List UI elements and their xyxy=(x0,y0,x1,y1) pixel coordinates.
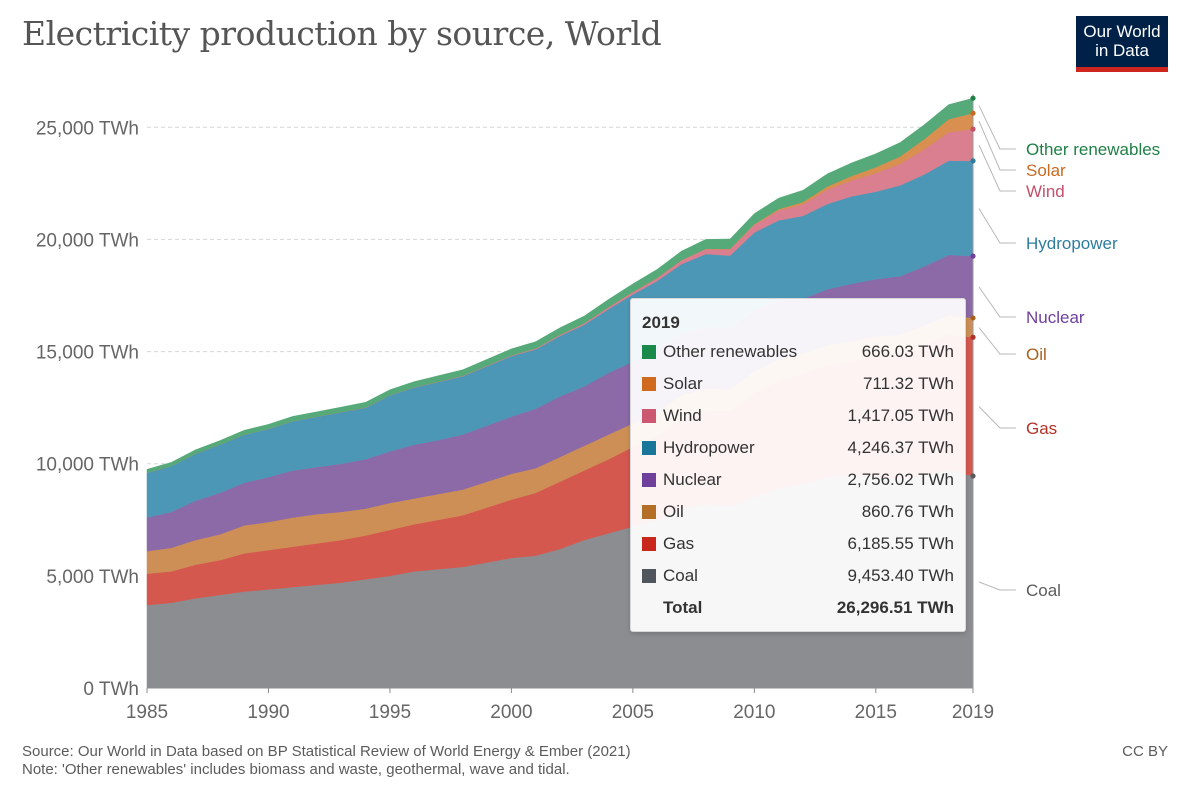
license-link[interactable]: CC BY xyxy=(1122,743,1168,760)
series-label-oil[interactable]: Oil xyxy=(1026,345,1047,364)
tooltip-row: Hydropower 4,246.37 TWh xyxy=(642,435,954,467)
end-dot xyxy=(970,158,976,164)
series-label-nuclear[interactable]: Nuclear xyxy=(1026,308,1085,327)
tooltip-series-name: Gas xyxy=(663,534,695,553)
y-tick-label: 15,000 TWh xyxy=(36,343,139,364)
label-leader-line xyxy=(978,286,1016,318)
label-leader-line xyxy=(978,208,1016,244)
tooltip-series-name: Solar xyxy=(663,374,703,393)
x-tick-label: 1985 xyxy=(126,702,168,723)
tooltip-swatch xyxy=(642,505,656,519)
x-tick-label: 2015 xyxy=(855,702,897,723)
x-axis-labels: 1985 1990 1995 2000 2005 2010 2015 2019 xyxy=(126,688,994,723)
chart-title: Electricity production by source, World xyxy=(22,14,662,53)
series-label-other-renewables[interactable]: Other renewables xyxy=(1026,140,1160,159)
tooltip-series-name: Hydropower xyxy=(663,438,755,457)
y-tick-label: 25,000 TWh xyxy=(36,118,139,139)
y-tick-label: 20,000 TWh xyxy=(36,230,139,251)
tooltip-series-value: 4,246.37 TWh xyxy=(847,438,954,457)
label-leader-line xyxy=(978,327,1016,355)
series-label-coal[interactable]: Coal xyxy=(1026,581,1061,600)
tooltip-total-value: 26,296.51 TWh xyxy=(836,598,954,617)
tooltip-series-value: 711.32 TWh xyxy=(862,374,954,393)
x-tick-label: 2019 xyxy=(952,702,994,723)
tooltip-swatch xyxy=(642,569,656,583)
tooltip-series-value: 9,453.40 TWh xyxy=(847,566,954,585)
series-label-hydropower[interactable]: Hydropower xyxy=(1026,234,1118,253)
end-dot xyxy=(970,95,976,101)
logo-line-1: Our World xyxy=(1083,22,1161,41)
tooltip-series-name: Oil xyxy=(663,502,684,521)
series-label-gas[interactable]: Gas xyxy=(1026,419,1057,438)
footer: Source: Our World in Data based on BP St… xyxy=(22,743,631,779)
tooltip-row: Solar 711.32 TWh xyxy=(642,371,954,403)
tooltip-row: Coal 9,453.40 TWh xyxy=(642,563,954,595)
x-tick-label: 2005 xyxy=(612,702,654,723)
x-tick-label: 1990 xyxy=(247,702,289,723)
tooltip-swatch xyxy=(642,473,656,487)
tooltip-series-value: 2,756.02 TWh xyxy=(847,470,954,489)
tooltip-series-value: 1,417.05 TWh xyxy=(847,406,954,425)
label-leader-line xyxy=(978,144,1016,192)
tooltip-rows: Other renewables 666.03 TWh Solar 711.32 TW… xyxy=(642,339,954,595)
end-dot xyxy=(970,315,976,321)
label-leader-line xyxy=(978,406,1016,429)
end-dot xyxy=(970,473,976,479)
label-leader-line xyxy=(978,120,1016,171)
tooltip-total-row: Total 26,296.51 TWh xyxy=(642,595,954,627)
y-tick-label: 10,000 TWh xyxy=(36,455,139,476)
series-label-wind[interactable]: Wind xyxy=(1026,182,1065,201)
tooltip-series-value: 860.76 TWh xyxy=(861,502,954,521)
tooltip-series-name: Other renewables xyxy=(663,342,798,361)
series-end-labels[interactable]: Coal Gas Oil Nuclear Hydropower Wind Solar Othe… xyxy=(970,95,1160,600)
x-tick-label: 2010 xyxy=(733,702,775,723)
end-dot xyxy=(970,253,976,259)
tooltip-swatch xyxy=(642,441,656,455)
y-axis-labels: 0 TWh 5,000 TWh 10,000 TWh 15,000 TWh 20,000… xyxy=(36,118,139,700)
tooltip-row: Nuclear 2,756.02 TWh xyxy=(642,467,954,499)
tooltip-series-name: Nuclear xyxy=(663,470,722,489)
logo-line-2: in Data xyxy=(1095,41,1149,60)
tooltip-swatch xyxy=(642,377,656,391)
label-leader-line xyxy=(978,105,1016,150)
tooltip-row: Wind 1,417.05 TWh xyxy=(642,403,954,435)
tooltip-year: 2019 xyxy=(642,313,680,332)
end-dot xyxy=(970,334,976,340)
tooltip-series-name: Wind xyxy=(663,406,702,425)
logo-accent-bar xyxy=(1076,67,1168,72)
end-dot xyxy=(970,126,976,132)
y-tick-label: 0 TWh xyxy=(83,679,139,700)
footnote: Note: 'Other renewables' includes biomas… xyxy=(22,761,570,778)
series-label-solar[interactable]: Solar xyxy=(1026,161,1066,180)
tooltip-series-value: 6,185.55 TWh xyxy=(847,534,954,553)
tooltip: 2019 Other renewables 666.03 TWh Solar 711.… xyxy=(630,298,966,632)
y-tick-label: 5,000 TWh xyxy=(46,567,139,588)
tooltip-series-value: 666.03 TWh xyxy=(861,342,954,361)
tooltip-swatch xyxy=(642,345,656,359)
source-note: Source: Our World in Data based on BP St… xyxy=(22,743,631,760)
tooltip-series-name: Coal xyxy=(663,566,698,585)
tooltip-swatch xyxy=(642,537,656,551)
tooltip-total-label: Total xyxy=(663,598,703,617)
tooltip-swatch xyxy=(642,409,656,423)
tooltip-row: Gas 6,185.55 TWh xyxy=(642,531,954,563)
owid-logo[interactable]: Our World in Data xyxy=(1076,16,1168,72)
tooltip-row: Oil 860.76 TWh xyxy=(642,499,954,531)
x-tick-label: 1995 xyxy=(369,702,411,723)
end-dot xyxy=(970,110,976,116)
x-tick-label: 2000 xyxy=(490,702,532,723)
tooltip-row: Other renewables 666.03 TWh xyxy=(642,339,954,371)
label-leader-line xyxy=(978,581,1016,591)
